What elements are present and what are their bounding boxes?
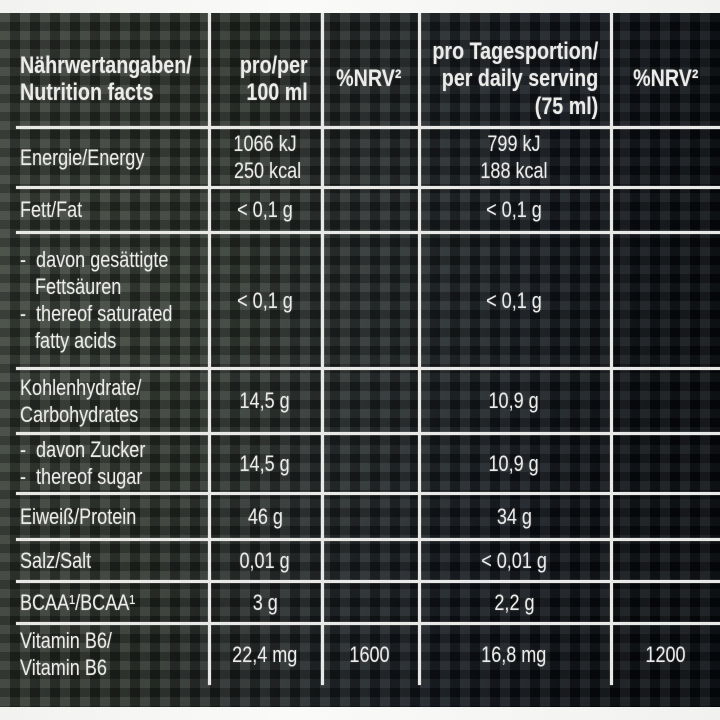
value-nrv-daily: 1200 <box>611 641 720 668</box>
value-daily: < 0,1 g <box>417 287 611 314</box>
value-per-100ml: 0,01 g <box>209 547 321 574</box>
nutrient-label-text: BCAA¹/BCAA¹ <box>20 589 136 615</box>
header-daily-serving-text: pro Tagesportion/ per daily serving (75 … <box>432 37 598 120</box>
value-daily-text: < 0,01 g <box>481 547 547 573</box>
nutrient-label: Vitamin B6/ Vitamin B6 <box>0 627 209 681</box>
nutrient-label: Eiweiß/Protein <box>0 503 209 530</box>
header-nrv-daily-text: %NRV² <box>632 65 699 93</box>
value-per-100ml-text: 22,4 mg <box>232 641 298 667</box>
value-per-100ml-text: 46 g <box>247 503 283 529</box>
value-per-100ml-text: 0,01 g <box>239 547 291 573</box>
value-per-100ml-text: 14,5 g <box>239 388 291 413</box>
nutrition-facts-panel: Nährwertangaben/ Nutrition facts pro/per… <box>0 13 720 707</box>
table-header-row: Nährwertangaben/ Nutrition facts pro/per… <box>0 13 720 129</box>
nutrient-label: Kohlenhydrate/ Carbohydrates <box>0 374 209 428</box>
value-per-100ml: 22,4 mg <box>209 641 321 668</box>
nutrient-label-text: Fett/Fat <box>20 197 83 222</box>
row-salt: Salz/Salt 0,01 g < 0,01 g <box>0 539 720 583</box>
row-sugar: - davon Zucker - thereof sugar 14,5 g 10… <box>0 433 720 495</box>
nutrient-label: BCAA¹/BCAA¹ <box>0 589 209 616</box>
value-daily: < 0,1 g <box>417 196 611 223</box>
nutrient-label: Salz/Salt <box>0 547 209 574</box>
header-nrv-daily: %NRV² <box>611 65 720 93</box>
value-daily: < 0,01 g <box>417 547 611 574</box>
value-daily: 2,2 g <box>417 589 611 616</box>
value-daily: 799 kJ 188 kcal <box>417 130 611 184</box>
top-margin-strip <box>0 0 720 13</box>
value-per-100ml: 14,5 g <box>209 450 321 477</box>
value-daily-text: 10,9 g <box>488 450 540 476</box>
value-nrv-100ml-text: 1600 <box>348 641 390 667</box>
header-nrv-per-100ml-text: %NRV² <box>336 65 402 93</box>
row-protein: Eiweiß/Protein 46 g 34 g <box>0 493 720 541</box>
bottom-margin-strip <box>0 707 720 720</box>
value-daily-text: 799 kJ 188 kcal <box>480 131 548 183</box>
nutrient-label-text: Salz/Salt <box>20 547 92 573</box>
value-daily-text: 10,9 g <box>488 388 540 413</box>
row-energy: Energie/Energy 1066 kJ 250 kcal 799 kJ 1… <box>0 127 720 189</box>
nutrient-label-text: Eiweiß/Protein <box>20 503 137 529</box>
row-carbohydrates: Kohlenhydrate/ Carbohydrates 14,5 g 10,9… <box>0 368 720 435</box>
value-daily-text: < 0,1 g <box>486 197 542 222</box>
value-daily: 10,9 g <box>417 450 611 477</box>
nutrient-label-text: Energie/Energy <box>20 144 145 170</box>
header-nrv-per-100ml: %NRV² <box>321 65 417 93</box>
column-separator-line <box>321 13 324 685</box>
value-daily-text: 16,8 mg <box>481 641 547 667</box>
row-bcaa: BCAA¹/BCAA¹ 3 g 2,2 g <box>0 581 720 625</box>
row-fat: Fett/Fat < 0,1 g < 0,1 g <box>0 187 720 234</box>
nutrient-label-text: Kohlenhydrate/ Carbohydrates <box>20 374 142 427</box>
value-daily-text: 34 g <box>496 503 532 529</box>
value-per-100ml-text: 1066 kJ 250 kcal <box>233 131 302 183</box>
header-per-100ml: pro/per 100 ml <box>209 52 321 107</box>
nutrient-label: Energie/Energy <box>0 144 209 171</box>
column-separator-line <box>610 13 613 685</box>
value-per-100ml: 46 g <box>209 503 321 530</box>
value-per-100ml-text: < 0,1 g <box>237 287 293 313</box>
nutrient-label: - davon Zucker - thereof sugar <box>0 436 209 490</box>
header-nutrition-facts: Nährwertangaben/ Nutrition facts <box>0 52 209 107</box>
value-per-100ml: < 0,1 g <box>209 196 321 223</box>
value-per-100ml: 14,5 g <box>209 387 321 414</box>
value-per-100ml: 1066 kJ 250 kcal <box>209 130 321 184</box>
value-nrv-daily-text: 1200 <box>645 641 686 667</box>
value-daily: 16,8 mg <box>417 641 611 668</box>
value-daily-text: 2,2 g <box>493 589 535 615</box>
value-daily: 34 g <box>417 503 611 530</box>
value-per-100ml-text: 14,5 g <box>239 450 291 476</box>
nutrient-label-text: Vitamin B6/ Vitamin B6 <box>20 628 112 680</box>
row-saturated-fat: - davon gesättigte Fettsäuren - thereof … <box>0 232 720 370</box>
column-separator-line <box>208 13 211 685</box>
value-daily: 10,9 g <box>417 387 611 414</box>
header-nutrition-facts-text: Nährwertangaben/ Nutrition facts <box>20 51 192 107</box>
column-separator-line <box>418 13 421 685</box>
nutrient-label: - davon gesättigte Fettsäuren - thereof … <box>0 246 209 354</box>
value-per-100ml: 3 g <box>209 589 321 616</box>
row-vitamin-b6: Vitamin B6/ Vitamin B6 22,4 mg 1600 16,8… <box>0 623 720 707</box>
value-daily-text: < 0,1 g <box>486 287 542 313</box>
value-nrv-100ml: 1600 <box>321 641 417 668</box>
header-daily-serving: pro Tagesportion/ per daily serving (75 … <box>417 38 611 121</box>
nutrient-label-text: - davon Zucker - thereof sugar <box>20 437 146 489</box>
header-per-100ml-text: pro/per 100 ml <box>240 51 308 107</box>
value-per-100ml-text: 3 g <box>252 589 278 615</box>
value-per-100ml: < 0,1 g <box>209 287 321 314</box>
nutrient-label: Fett/Fat <box>0 196 209 223</box>
nutrient-label-text: - davon gesättigte Fettsäuren - thereof … <box>20 247 173 353</box>
value-per-100ml-text: < 0,1 g <box>237 197 293 222</box>
